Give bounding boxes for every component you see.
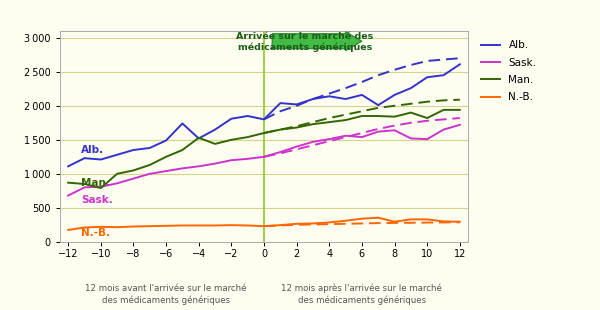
Text: Man.: Man. [81, 178, 110, 188]
Text: 12 mois après l'arrivée sur le marché
des médicaments génériques: 12 mois après l'arrivée sur le marché de… [281, 284, 442, 305]
Text: N.-B.: N.-B. [81, 228, 110, 238]
Text: Sask.: Sask. [81, 195, 113, 205]
FancyArrow shape [272, 32, 362, 51]
Text: Arrivée sur le marché des
médicaments génériques: Arrivée sur le marché des médicaments gé… [236, 32, 373, 51]
Legend: Alb., Sask., Man., N.-B.: Alb., Sask., Man., N.-B. [481, 40, 536, 102]
Text: 12 mois avant l'arrivée sur le marché
des médicaments génériques: 12 mois avant l'arrivée sur le marché de… [85, 284, 247, 305]
Text: Alb.: Alb. [81, 145, 104, 155]
